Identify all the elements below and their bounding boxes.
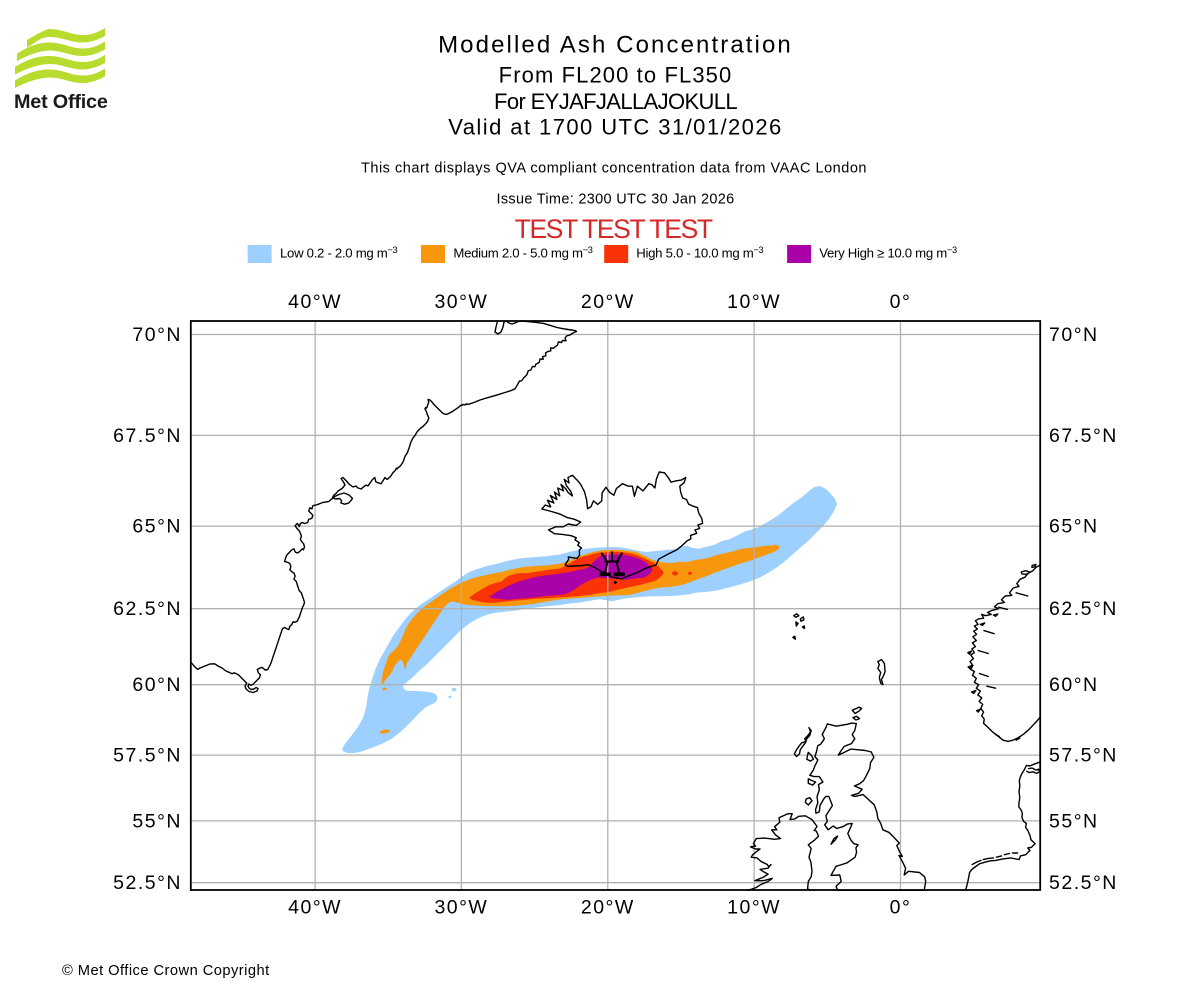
svg-text:67.5°N: 67.5°N xyxy=(1049,425,1118,447)
svg-text:62.5°N: 62.5°N xyxy=(1049,598,1118,620)
svg-text:40°W: 40°W xyxy=(288,897,342,919)
svg-text:57.5°N: 57.5°N xyxy=(1049,745,1118,767)
svg-text:Modelled Ash Concentration: Modelled Ash Concentration xyxy=(438,32,793,59)
svg-text:62.5°N: 62.5°N xyxy=(113,598,182,620)
svg-text:70°N: 70°N xyxy=(132,324,182,346)
svg-text:10°W: 10°W xyxy=(727,897,781,919)
svg-text:TEST TEST TEST: TEST TEST TEST xyxy=(515,214,713,244)
svg-text:From FL200 to FL350: From FL200 to FL350 xyxy=(499,62,733,87)
svg-text:10°W: 10°W xyxy=(727,291,781,313)
svg-text:20°W: 20°W xyxy=(581,897,635,919)
svg-text:55°N: 55°N xyxy=(132,810,182,832)
svg-text:60°N: 60°N xyxy=(1049,674,1099,696)
svg-text:30°W: 30°W xyxy=(434,897,488,919)
svg-text:20°W: 20°W xyxy=(581,291,635,313)
svg-text:Low 0.2 - 2.0 mg m−3: Low 0.2 - 2.0 mg m−3 xyxy=(280,245,398,261)
svg-text:70°N: 70°N xyxy=(1049,324,1099,346)
svg-text:0°: 0° xyxy=(890,897,912,919)
svg-text:For EYJAFJALLAJOKULL: For EYJAFJALLAJOKULL xyxy=(494,89,737,114)
svg-text:30°W: 30°W xyxy=(434,291,488,313)
svg-text:67.5°N: 67.5°N xyxy=(113,425,182,447)
svg-text:© Met Office Crown Copyright: © Met Office Crown Copyright xyxy=(62,963,270,979)
svg-text:High 5.0 - 10.0 mg m−3: High 5.0 - 10.0 mg m−3 xyxy=(636,245,763,261)
svg-text:60°N: 60°N xyxy=(132,674,182,696)
svg-text:This chart displays QVA compli: This chart displays QVA compliant concen… xyxy=(361,160,867,176)
svg-text:65°N: 65°N xyxy=(132,516,182,538)
svg-text:65°N: 65°N xyxy=(1049,516,1099,538)
svg-text:52.5°N: 52.5°N xyxy=(113,872,182,894)
svg-text:Issue Time: 2300 UTC 30 Jan 20: Issue Time: 2300 UTC 30 Jan 2026 xyxy=(496,192,734,208)
svg-text:Very High ≥ 10.0 mg m−3: Very High ≥ 10.0 mg m−3 xyxy=(819,245,957,261)
svg-text:40°W: 40°W xyxy=(288,291,342,313)
svg-text:Valid at 1700 UTC 31/01/2026: Valid at 1700 UTC 31/01/2026 xyxy=(448,115,782,140)
svg-text:52.5°N: 52.5°N xyxy=(1049,872,1118,894)
svg-text:0°: 0° xyxy=(890,291,912,313)
svg-text:Medium 2.0 - 5.0 mg m−3: Medium 2.0 - 5.0 mg m−3 xyxy=(453,245,592,261)
svg-text:57.5°N: 57.5°N xyxy=(113,745,182,767)
svg-text:55°N: 55°N xyxy=(1049,810,1099,832)
svg-text:Met Office: Met Office xyxy=(14,91,108,113)
